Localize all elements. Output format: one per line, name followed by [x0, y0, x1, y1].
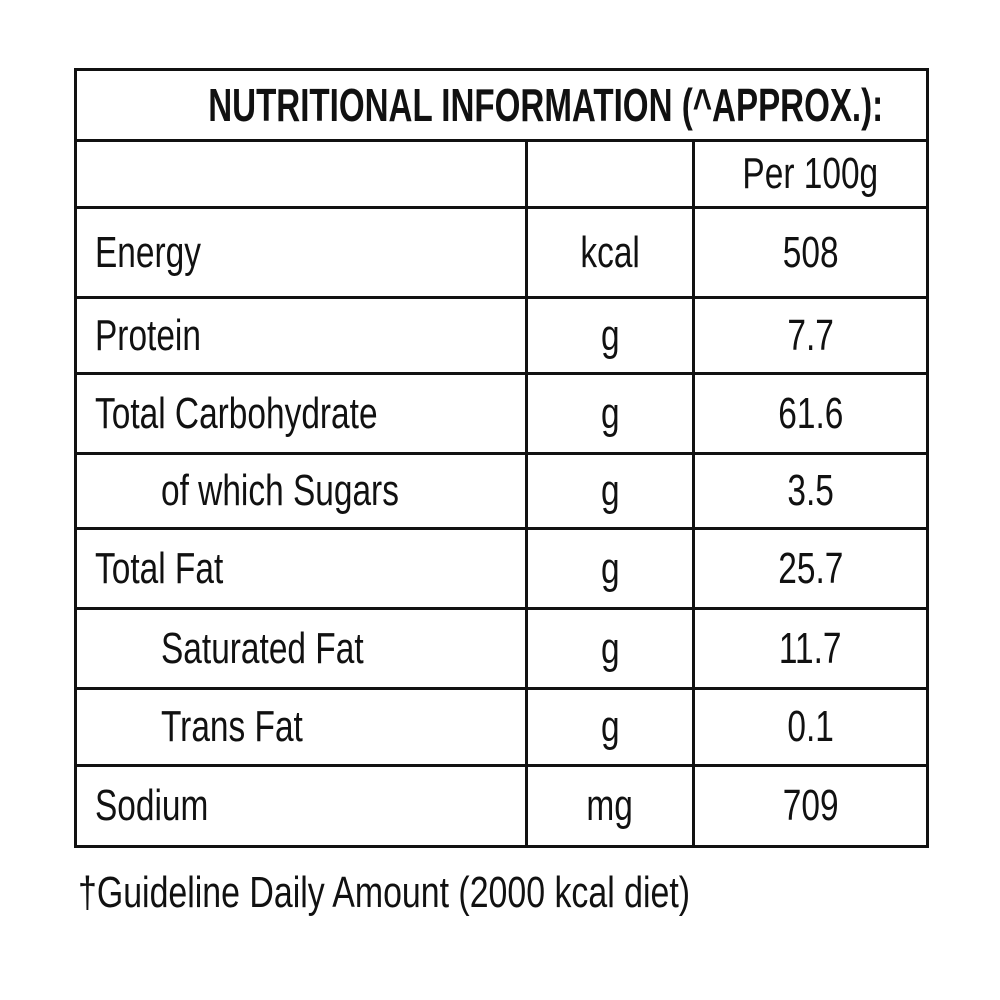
table-cell: g [525, 372, 695, 455]
table-row: Total Carbohydrate g 61.6 [74, 372, 930, 455]
table-cell: Total Carbohydrate [74, 372, 528, 455]
table-row: of which Sugars g 3.5 [74, 452, 930, 530]
amount: 709 [782, 781, 839, 830]
amount: 0.1 [787, 702, 834, 751]
amount: 25.7 [777, 543, 844, 593]
table-row: Total Fat g 25.7 [74, 527, 930, 610]
nutrient-name: Total Carbohydrate [95, 388, 378, 438]
column-header: Per 100g [742, 149, 879, 198]
nutrient-name: of which Sugars [161, 466, 399, 515]
table-cell: kcal [525, 206, 695, 299]
amount: 3.5 [787, 466, 834, 515]
table-row: Trans Fat g 0.1 [74, 687, 930, 767]
amount: 61.6 [777, 388, 844, 438]
table-cell: 0.1 [691, 687, 930, 767]
title-cell: NUTRITIONAL INFORMATION (^APPROX.): [73, 68, 930, 142]
header-cell: Per 100g [691, 139, 930, 209]
nutrient-name: Energy [95, 227, 201, 277]
header-cell [74, 139, 528, 209]
table-cell: Total Fat [74, 527, 528, 610]
nutrient-name: Total Fat [95, 543, 224, 593]
nutrient-name: Trans Fat [161, 702, 303, 751]
unit: mg [586, 781, 634, 830]
table-cell: of which Sugars [74, 452, 528, 530]
nutrient-name: Sodium [95, 781, 209, 830]
unit: kcal [580, 227, 640, 277]
nutrition-table: NUTRITIONAL INFORMATION (^APPROX.): Per … [73, 68, 930, 848]
table-cell: 11.7 [691, 607, 930, 690]
table-row: Energy kcal 508 [74, 206, 930, 299]
table-cell: Sodium [74, 764, 528, 848]
unit: g [600, 543, 620, 593]
header-cell [525, 139, 695, 209]
table-cell: g [525, 687, 695, 767]
table-body: Energy kcal 508 Protein g 7.7 Total Carbohydra… [74, 206, 930, 848]
table-cell: 3.5 [691, 452, 930, 530]
table-cell: Protein [74, 296, 528, 375]
table-cell: 61.6 [691, 372, 930, 455]
table-row: Protein g 7.7 [74, 296, 930, 375]
table-row: Sodium mg 709 [74, 764, 930, 848]
header-row: Per 100g [74, 139, 930, 209]
table-row: Saturated Fat g 11.7 [74, 607, 930, 690]
table-cell: Trans Fat [74, 687, 528, 767]
amount: 7.7 [787, 310, 834, 360]
table-cell: g [525, 452, 695, 530]
table-cell: mg [525, 764, 695, 848]
amount: 508 [782, 227, 839, 277]
amount: 11.7 [779, 623, 842, 673]
table-cell: 25.7 [691, 527, 930, 610]
nutrient-name: Saturated Fat [161, 623, 364, 673]
table-cell: Energy [74, 206, 528, 299]
footnote-box: †Guideline Daily Amount (2000 kcal diet) [78, 868, 873, 918]
footnote: †Guideline Daily Amount (2000 kcal diet) [78, 868, 691, 917]
nutrient-name: Protein [95, 310, 201, 360]
table-cell: 7.7 [691, 296, 930, 375]
table-cell: 508 [691, 206, 930, 299]
title-row: NUTRITIONAL INFORMATION (^APPROX.): [73, 68, 930, 142]
table-cell: g [525, 607, 695, 690]
table-title: NUTRITIONAL INFORMATION (^APPROX.): [208, 79, 884, 131]
unit: g [600, 310, 620, 360]
table-cell: g [525, 296, 695, 375]
unit: g [600, 466, 620, 515]
table-cell: 709 [691, 764, 930, 848]
table-cell: g [525, 527, 695, 610]
table-cell: Saturated Fat [74, 607, 528, 690]
unit: g [600, 388, 620, 438]
unit: g [600, 702, 620, 751]
unit: g [600, 623, 620, 673]
